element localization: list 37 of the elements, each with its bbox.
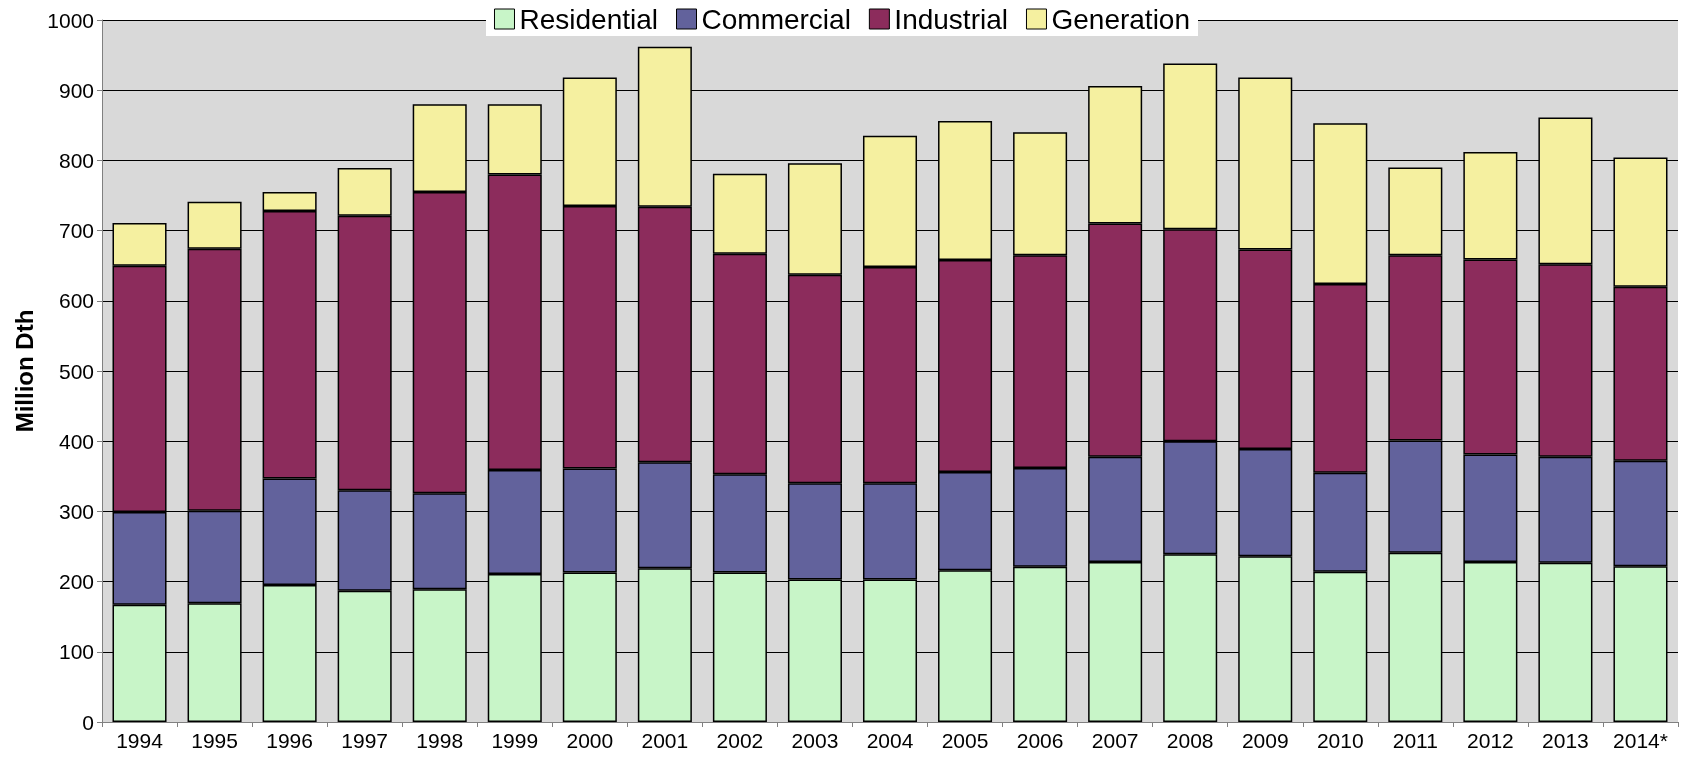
x-tick-label: 2000 [566, 729, 614, 752]
x-tick-label: 2008 [1166, 729, 1214, 752]
x-tick-label: 1997 [341, 729, 389, 752]
x-tick-label: 2014* [1613, 729, 1668, 752]
x-tick-label: 1999 [491, 729, 539, 752]
y-tick-label: 300 [58, 499, 94, 523]
x-tick-label: 1998 [416, 729, 464, 752]
legend-label: Residential [519, 3, 659, 35]
legend-label: Generation [1051, 3, 1191, 35]
legend-label: Industrial [894, 3, 1008, 35]
y-tick-label: 0 [82, 710, 94, 734]
x-tick-label: 1996 [266, 729, 313, 752]
x-tick-label: 2005 [941, 729, 989, 752]
x-tick-label: 2009 [1241, 729, 1289, 752]
x-tick-label: 2001 [641, 729, 689, 752]
x-tick-label: 2012 [1467, 729, 1514, 752]
legend-label: Commercial [701, 3, 851, 35]
x-tick-label: 1995 [191, 729, 238, 752]
x-tick-label: 2003 [791, 729, 839, 752]
y-tick-label: 500 [58, 359, 94, 383]
x-tick-label: 2007 [1091, 729, 1139, 752]
y-tick-label: 700 [58, 219, 94, 243]
y-tick-label: 400 [58, 429, 94, 453]
y-tick-label: 600 [58, 289, 94, 313]
x-tick-label: 2006 [1016, 729, 1064, 752]
y-tick-label: 800 [58, 148, 94, 172]
x-tick-label: 2011 [1392, 729, 1438, 752]
y-tick-label: 900 [58, 78, 94, 102]
y-tick-label: 100 [58, 640, 94, 664]
x-tick-label: 1994 [116, 729, 164, 752]
x-tick-label: 2013 [1542, 729, 1589, 752]
y-tick-label: 1000 [47, 8, 94, 32]
y-axis-title: Million Dth [10, 309, 38, 433]
x-tick-label: 2010 [1316, 729, 1364, 752]
x-tick-label: 2004 [866, 729, 914, 752]
y-tick-label: 200 [58, 570, 94, 594]
x-tick-label: 2002 [716, 729, 764, 752]
